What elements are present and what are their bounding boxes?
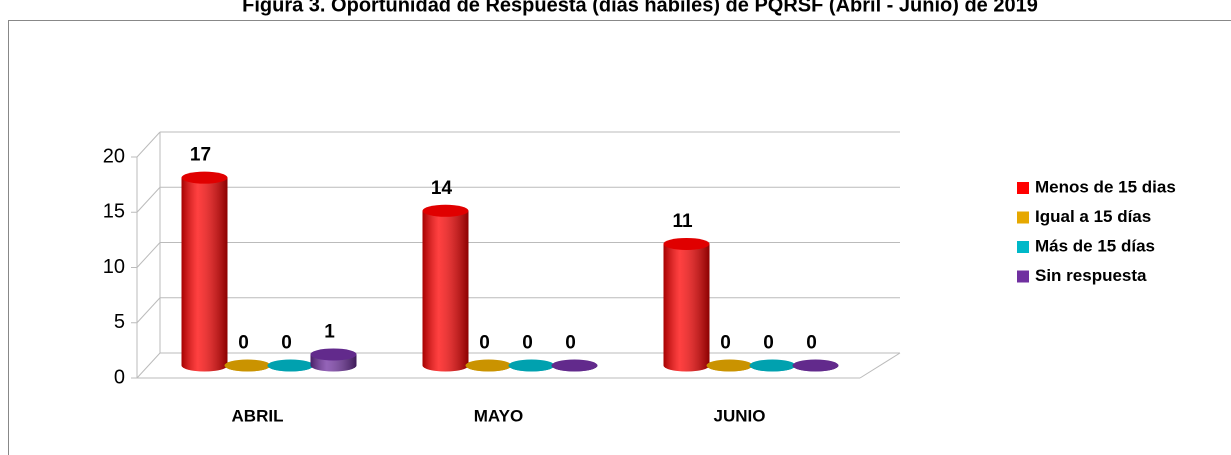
data-label: 1 bbox=[324, 321, 335, 342]
data-label: 0 bbox=[522, 333, 533, 354]
bar-top bbox=[181, 171, 228, 184]
legend-label: Igual a 15 días bbox=[1035, 207, 1151, 226]
y-tick-label: 20 bbox=[103, 145, 125, 167]
data-label: 0 bbox=[806, 333, 817, 354]
y-tick-label: 5 bbox=[114, 311, 125, 333]
bar bbox=[310, 348, 357, 372]
legend-swatch bbox=[1017, 182, 1029, 194]
bar-shade bbox=[422, 210, 469, 372]
x-tick-label: MAYO bbox=[474, 406, 523, 425]
grid-line bbox=[136, 131, 161, 158]
bar bbox=[706, 359, 753, 372]
y-tick-label: 10 bbox=[103, 256, 125, 278]
bar-top-shade bbox=[267, 359, 314, 372]
bar bbox=[749, 359, 796, 372]
data-label: 14 bbox=[431, 178, 453, 199]
bar-top bbox=[465, 359, 512, 372]
data-label: 0 bbox=[720, 333, 731, 354]
bar-top-shade bbox=[663, 237, 710, 250]
data-label: 0 bbox=[763, 333, 774, 354]
legend-swatch bbox=[1017, 241, 1029, 253]
chart-title: Figura 3. Oportunidad de Respuesta (días… bbox=[242, 0, 1038, 16]
bar bbox=[422, 204, 469, 372]
grid-line bbox=[136, 297, 161, 324]
grid-line bbox=[136, 242, 161, 268]
bar-top bbox=[267, 359, 314, 372]
bar-top bbox=[224, 359, 271, 372]
bar-shade bbox=[663, 243, 710, 372]
data-label: 11 bbox=[672, 211, 693, 232]
bar-shade bbox=[181, 177, 228, 372]
bar-top bbox=[663, 237, 710, 250]
bar-top-shade bbox=[706, 359, 753, 372]
bar bbox=[663, 237, 710, 372]
data-label: 0 bbox=[238, 333, 249, 354]
bar bbox=[465, 359, 512, 372]
floor-edge bbox=[859, 352, 901, 379]
bar-top bbox=[792, 359, 839, 372]
bar bbox=[267, 359, 314, 372]
legend-swatch bbox=[1017, 270, 1029, 283]
data-label: 0 bbox=[565, 333, 576, 354]
y-tick-label: 0 bbox=[114, 366, 125, 388]
bar-top bbox=[706, 359, 753, 372]
x-tick-label: ABRIL bbox=[232, 406, 284, 425]
bar-top bbox=[310, 348, 357, 361]
grid-line bbox=[136, 186, 161, 213]
bar-top-shade bbox=[465, 359, 512, 372]
legend-label: Más de 15 días bbox=[1035, 236, 1155, 255]
y-tick-label: 15 bbox=[103, 201, 125, 223]
bar-top bbox=[508, 359, 555, 372]
legend-label: Menos de 15 dias bbox=[1035, 177, 1176, 196]
bar bbox=[792, 359, 839, 372]
bar-top bbox=[422, 204, 469, 217]
bar-top-shade bbox=[181, 171, 228, 184]
bar-top-shade bbox=[224, 359, 271, 372]
data-label: 17 bbox=[190, 145, 211, 166]
x-tick-label: JUNIO bbox=[714, 406, 766, 425]
bar bbox=[181, 171, 228, 372]
bar-top-shade bbox=[792, 359, 839, 372]
bar bbox=[551, 359, 598, 372]
bar-top-shade bbox=[422, 204, 469, 217]
bar-top-shade bbox=[749, 359, 796, 372]
bar-top-shade bbox=[551, 359, 598, 372]
bar-top bbox=[551, 359, 598, 372]
data-label: 0 bbox=[281, 333, 292, 354]
bar-top-shade bbox=[508, 359, 555, 372]
bar-top-shade bbox=[310, 348, 357, 361]
grid-line bbox=[136, 352, 161, 379]
bar-top bbox=[749, 359, 796, 372]
data-label: 0 bbox=[479, 333, 490, 354]
legend-label: Sin respuesta bbox=[1035, 266, 1147, 285]
legend-swatch bbox=[1017, 211, 1029, 224]
bar bbox=[224, 359, 271, 372]
bar bbox=[508, 359, 555, 372]
